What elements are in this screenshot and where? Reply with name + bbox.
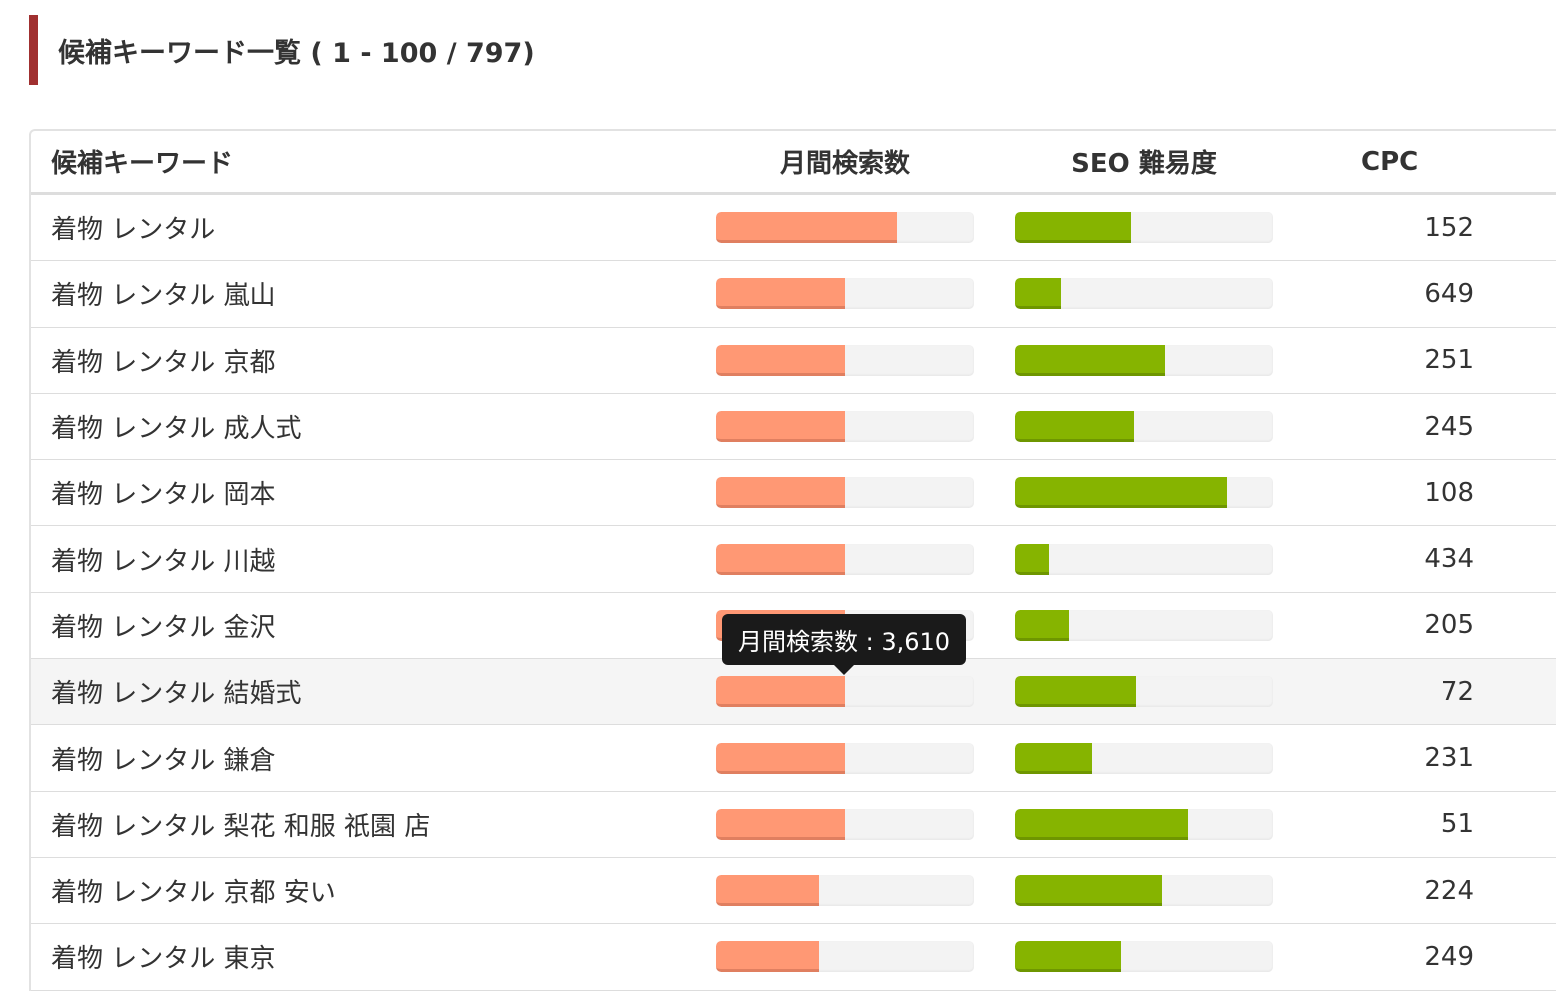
seo-difficulty-fill xyxy=(1015,411,1134,443)
search-volume-fill xyxy=(716,278,845,310)
table-row[interactable]: 着物 レンタル 京都 安い 224 xyxy=(31,858,1556,925)
seo-difficulty-bar[interactable] xyxy=(1015,278,1273,310)
search-volume-bar[interactable] xyxy=(716,742,974,774)
search-volume-fill xyxy=(716,808,845,840)
table-row[interactable]: 着物 レンタル 結婚式 72 xyxy=(31,659,1556,726)
table-row[interactable]: 着物 レンタル 川越 434 xyxy=(31,526,1556,593)
header-search-volume[interactable]: 月間検索数 xyxy=(779,149,910,179)
seo-difficulty-fill xyxy=(1015,344,1165,376)
header-cpc[interactable]: CPC xyxy=(1361,146,1419,177)
seo-difficulty-bar[interactable] xyxy=(1015,212,1273,244)
seo-difficulty-bar[interactable] xyxy=(1015,477,1273,509)
seo-difficulty-bar[interactable] xyxy=(1015,808,1273,840)
table-row[interactable]: 着物 レンタル 梨花 和服 祇園 店 51 xyxy=(31,792,1556,858)
table-row[interactable]: 着物 レンタル 嵐山 649 xyxy=(31,261,1556,328)
keyword-link[interactable]: 着物 レンタル 鎌倉 xyxy=(51,745,276,776)
seo-difficulty-fill xyxy=(1015,278,1062,310)
seo-difficulty-fill xyxy=(1015,676,1137,708)
search-volume-bar[interactable] xyxy=(716,212,974,244)
search-volume-bar[interactable] xyxy=(716,808,974,840)
search-volume-fill xyxy=(716,543,845,575)
cpc-value: 51 xyxy=(1440,809,1474,840)
header-keyword[interactable]: 候補キーワード xyxy=(51,149,234,179)
search-volume-fill xyxy=(716,411,845,443)
seo-difficulty-fill xyxy=(1015,543,1049,575)
cpc-value: 245 xyxy=(1424,411,1474,442)
table-header: 候補キーワード 月間検索数 SEO 難易度 CPC xyxy=(31,131,1556,195)
search-volume-fill xyxy=(716,676,845,708)
cpc-value: 251 xyxy=(1424,345,1474,376)
search-volume-bar[interactable] xyxy=(716,411,974,443)
search-volume-bar[interactable] xyxy=(716,875,974,907)
keyword-link[interactable]: 着物 レンタル xyxy=(51,215,216,246)
keyword-link[interactable]: 着物 レンタル 東京 xyxy=(51,944,276,975)
search-volume-bar[interactable] xyxy=(716,543,974,575)
keyword-link[interactable]: 着物 レンタル 京都 xyxy=(51,347,276,378)
cpc-value: 434 xyxy=(1424,544,1474,575)
search-volume-fill xyxy=(716,875,820,907)
keyword-link[interactable]: 着物 レンタル 成人式 xyxy=(51,414,302,445)
search-volume-bar[interactable] xyxy=(716,676,974,708)
seo-difficulty-fill xyxy=(1015,609,1070,641)
search-volume-fill xyxy=(716,212,897,244)
cpc-value: 224 xyxy=(1424,875,1474,906)
seo-difficulty-bar[interactable] xyxy=(1015,941,1273,973)
table-row[interactable]: 着物 レンタル 京都 251 xyxy=(31,328,1556,394)
cpc-value: 205 xyxy=(1424,610,1474,641)
seo-difficulty-fill xyxy=(1015,875,1163,907)
search-volume-fill xyxy=(716,344,845,376)
table-row[interactable]: 着物 レンタル 東京 249 xyxy=(31,924,1556,991)
table-row[interactable]: 着物 レンタル 152 xyxy=(31,195,1556,262)
keyword-link[interactable]: 着物 レンタル 金沢 xyxy=(51,612,276,643)
seo-difficulty-bar[interactable] xyxy=(1015,609,1273,641)
search-volume-fill xyxy=(716,742,845,774)
keyword-link[interactable]: 着物 レンタル 梨花 和服 祇園 店 xyxy=(51,811,431,842)
header-seo-difficulty[interactable]: SEO 難易度 xyxy=(1071,149,1217,179)
seo-difficulty-bar[interactable] xyxy=(1015,543,1273,575)
keyword-table: 候補キーワード 月間検索数 SEO 難易度 CPC 着物 レンタル 152 着物 … xyxy=(29,129,1556,991)
keyword-link[interactable]: 着物 レンタル 嵐山 xyxy=(51,281,276,312)
table-row[interactable]: 着物 レンタル 成人式 245 xyxy=(31,394,1556,461)
keyword-link[interactable]: 着物 レンタル 岡本 xyxy=(51,480,276,511)
search-volume-fill xyxy=(716,941,820,973)
seo-difficulty-bar[interactable] xyxy=(1015,344,1273,376)
search-volume-fill xyxy=(716,477,845,509)
seo-difficulty-bar[interactable] xyxy=(1015,676,1273,708)
cpc-value: 108 xyxy=(1424,477,1474,508)
table-row[interactable]: 着物 レンタル 鎌倉 231 xyxy=(31,725,1556,792)
search-volume-bar[interactable] xyxy=(716,941,974,973)
keyword-link[interactable]: 着物 レンタル 結婚式 xyxy=(51,679,302,710)
seo-difficulty-fill xyxy=(1015,742,1093,774)
seo-difficulty-fill xyxy=(1015,941,1121,973)
page-title: 候補キーワード一覧 ( 1 - 100 / 797) xyxy=(29,15,535,85)
search-volume-bar[interactable] xyxy=(716,477,974,509)
cpc-value: 152 xyxy=(1424,212,1474,243)
seo-difficulty-fill xyxy=(1015,808,1188,840)
cpc-value: 231 xyxy=(1424,743,1474,774)
keyword-link[interactable]: 着物 レンタル 川越 xyxy=(51,546,276,577)
seo-difficulty-fill xyxy=(1015,212,1132,244)
seo-difficulty-bar[interactable] xyxy=(1015,875,1273,907)
search-volume-bar[interactable] xyxy=(716,344,974,376)
cpc-value: 249 xyxy=(1424,941,1474,972)
seo-difficulty-bar[interactable] xyxy=(1015,742,1273,774)
table-row[interactable]: 着物 レンタル 岡本 108 xyxy=(31,460,1556,527)
seo-difficulty-fill xyxy=(1015,477,1227,509)
search-volume-tooltip: 月間検索数 : 3,610 xyxy=(722,614,967,675)
cpc-value: 649 xyxy=(1424,278,1474,309)
seo-difficulty-bar[interactable] xyxy=(1015,411,1273,443)
cpc-value: 72 xyxy=(1440,676,1474,707)
search-volume-bar[interactable] xyxy=(716,278,974,310)
keyword-link[interactable]: 着物 レンタル 京都 安い xyxy=(51,878,336,909)
